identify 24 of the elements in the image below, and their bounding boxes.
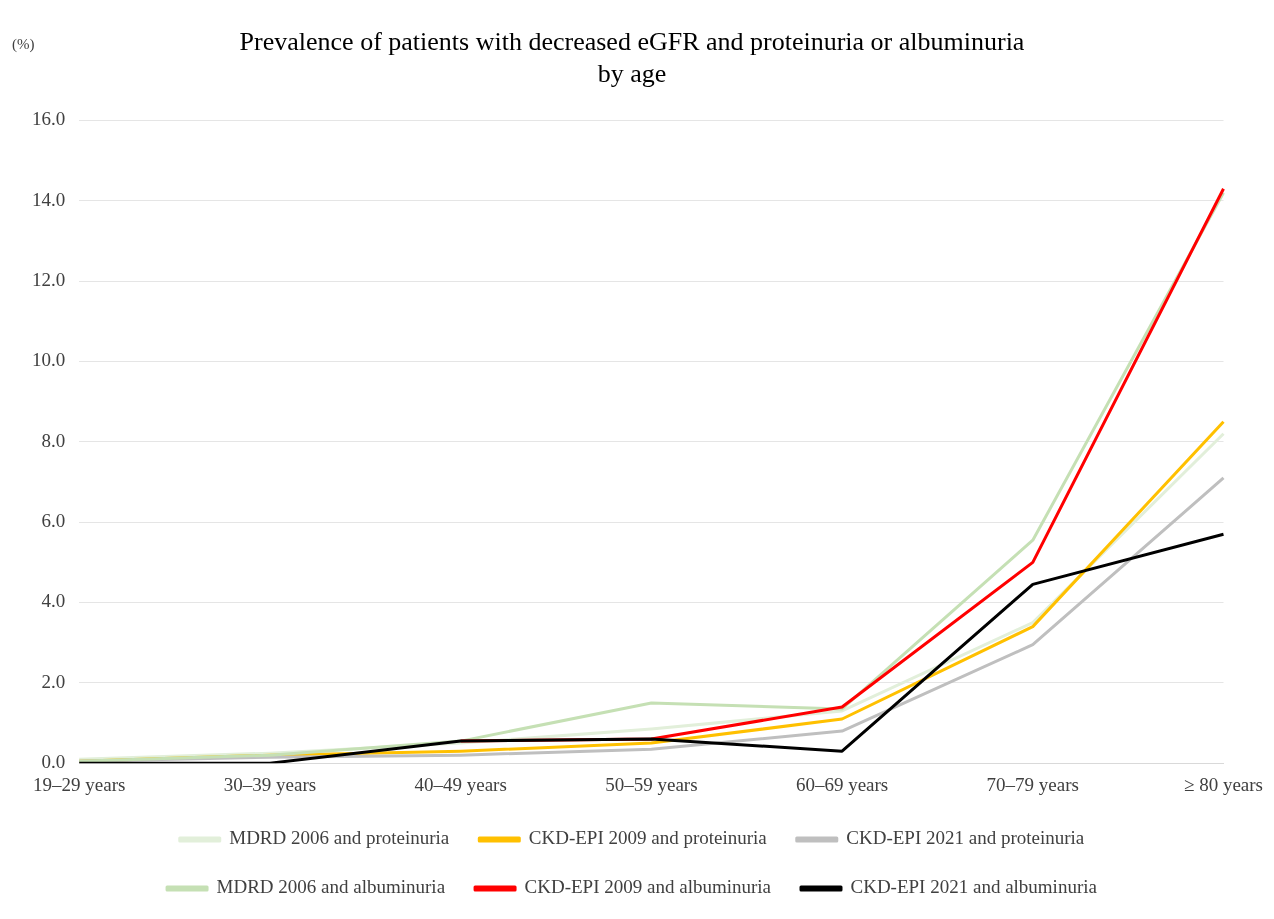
legend-label: CKD-EPI 2021 and proteinuria bbox=[846, 827, 1085, 849]
legend-label: MDRD 2006 and albuminuria bbox=[216, 876, 446, 898]
x-tick-label: 70–79 years bbox=[986, 773, 1079, 795]
x-tick-label: 40–49 years bbox=[414, 773, 507, 795]
legend-label: CKD-EPI 2009 and proteinuria bbox=[528, 827, 768, 849]
y-axis-title: (%) bbox=[12, 36, 35, 54]
y-tick-label: 6.0 bbox=[41, 510, 66, 532]
legend-label: CKD-EPI 2021 and albuminuria bbox=[850, 876, 1098, 898]
y-tick-label: 14.0 bbox=[32, 188, 66, 210]
x-tick-label: 50–59 years bbox=[605, 773, 698, 795]
y-tick-label: 2.0 bbox=[41, 670, 66, 692]
chart-title: Prevalence of patients with decreased eGFR and proteinuria or albuminuria by age bbox=[239, 27, 1025, 88]
y-tick-label: 4.0 bbox=[41, 590, 66, 612]
x-tick-label: ≥ 80 years bbox=[1183, 773, 1263, 795]
y-tick-label: 0.0 bbox=[41, 751, 66, 773]
legend-label: CKD-EPI 2009 and albuminuria bbox=[524, 876, 772, 898]
x-tick-label: 60–69 years bbox=[795, 773, 889, 795]
y-tick-label: 10.0 bbox=[32, 349, 66, 371]
y-tick-label: 16.0 bbox=[32, 108, 66, 130]
legend-label: MDRD 2006 and proteinuria bbox=[229, 827, 450, 849]
y-tick-label: 12.0 bbox=[32, 269, 66, 291]
x-tick-label: 19–29 years bbox=[33, 773, 126, 795]
x-tick-label: 30–39 years bbox=[223, 773, 317, 795]
y-tick-label: 8.0 bbox=[41, 429, 66, 451]
